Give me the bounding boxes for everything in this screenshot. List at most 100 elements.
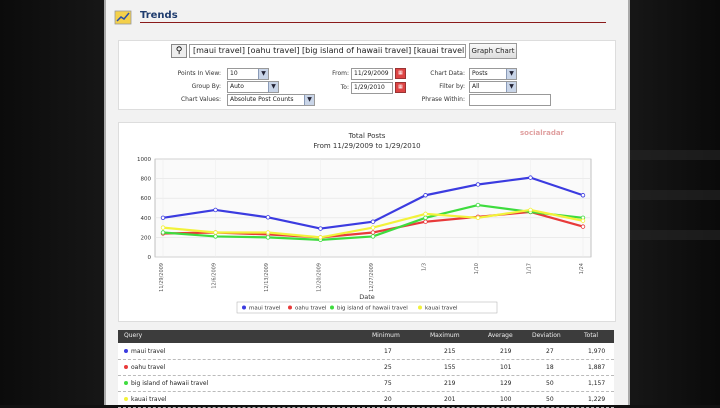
chart-title: Total Posts [348,132,386,140]
data-point [265,235,271,240]
data-point [160,225,166,230]
x-tick-label: 12/6/2009 [212,263,218,289]
x-tick-label: 11/29/2009 [159,263,165,292]
group-by-label: Group By: [191,83,221,90]
chart-controls: ⚲ [maui travel] [oahu travel] [big islan… [118,40,616,110]
table-row[interactable]: kauai travel 20 201 100 50 1,229 [118,391,614,408]
row-total: 1,887 [588,364,606,371]
row-avg: 101 [500,364,512,371]
row-avg: 219 [500,348,512,355]
page-title: Trends [140,10,178,21]
from-label: From: [332,70,349,77]
row-max: 155 [444,364,456,371]
filter-by-select[interactable]: All ▼ [469,81,517,93]
to-label: To: [340,84,349,91]
row-min: 75 [384,380,392,387]
data-point [475,182,481,187]
legend-swatch [418,305,422,310]
group-by-select[interactable]: Auto ▼ [227,81,279,93]
col-query: Query [124,332,143,339]
socialradar-logo: socialradar [520,129,565,137]
chevron-down-icon: ▼ [258,69,268,79]
row-min: 25 [384,364,392,371]
chart-values-select[interactable]: Absolute Post Counts ▼ [227,94,315,106]
data-point [370,225,376,230]
data-point [213,207,218,213]
x-tick-label: 12/27/2009 [369,263,375,292]
legend-swatch [242,305,246,310]
data-point [423,211,428,217]
filter-by-label: Filter by: [439,83,465,90]
query-input[interactable]: [maui travel] [oahu travel] [big island … [189,44,466,58]
y-tick-label: 600 [141,196,152,202]
to-date-input[interactable]: 1/29/2010 [351,82,393,94]
y-tick-label: 800 [141,177,152,183]
chevron-down-icon: ▼ [506,69,516,79]
legend-swatch [330,305,334,310]
background-stripe [620,150,720,160]
chevron-down-icon: ▼ [268,82,278,92]
legend-entry: oahu travel [295,306,327,312]
header-divider [140,22,606,23]
data-point [423,219,428,224]
row-max: 215 [444,348,456,355]
stats-table: Query Minimum Maximum Average Deviation … [118,330,614,408]
data-point [475,202,481,208]
graph-chart-button[interactable]: Graph Chart [469,43,517,59]
table-row[interactable]: oahu travel 25 155 101 18 1,887 [118,359,614,376]
legend-box [236,301,498,314]
row-dev: 50 [546,380,554,387]
chart-data-select[interactable]: Posts ▼ [469,68,517,80]
series-color-dot [124,397,128,401]
y-tick-label: 1000 [137,157,151,163]
page-header: Trends [106,0,628,28]
row-query[interactable]: kauai travel [131,396,167,403]
y-tick-label: 0 [148,255,152,261]
points-in-view-select[interactable]: 10 ▼ [227,68,269,80]
row-avg: 100 [500,396,512,403]
chevron-down-icon: ▼ [304,95,314,105]
phrase-within-label: Phrase Within: [421,96,465,103]
from-date-input[interactable]: 11/29/2009 [351,68,393,80]
background-stripe [620,190,720,200]
row-avg: 129 [500,380,512,387]
calendar-icon[interactable]: ▦ [395,82,406,93]
data-point [318,235,323,240]
data-point [423,215,428,220]
legend-entry: maui travel [249,306,281,312]
row-query[interactable]: oahu travel [131,364,166,371]
col-minimum: Minimum [372,332,400,339]
row-min: 17 [384,348,392,355]
points-in-view-label: Points In View: [177,70,221,77]
data-point [160,215,166,220]
col-average: Average [488,332,513,339]
row-total: 1,970 [588,348,606,355]
row-dev: 50 [546,396,554,403]
col-maximum: Maximum [430,332,460,339]
phrase-within-input[interactable] [469,94,551,106]
row-query[interactable]: big island of hawaii travel [131,380,209,387]
data-point [370,219,376,224]
calendar-icon[interactable]: ▦ [395,68,406,79]
chart-panel: Total Posts From 11/29/2009 to 1/29/2010 1… [118,122,616,322]
row-query[interactable]: maui travel [131,348,166,355]
search-icon[interactable]: ⚲ [171,44,187,58]
table-row[interactable]: big island of hawaii travel 75 219 129 5… [118,375,614,392]
series-color-dot [124,365,128,369]
table-row[interactable]: maui travel 17 215 219 27 1,970 [118,343,614,360]
data-point [580,218,586,223]
data-point [370,234,376,239]
trends-logo-icon [114,10,132,25]
chart-data-label: Chart Data: [430,70,465,77]
data-point [423,193,428,198]
data-point [265,215,271,220]
series-color-dot [124,349,128,353]
row-total: 1,229 [588,396,606,403]
line-chart: Total Posts From 11/29/2009 to 1/29/2010 1… [137,132,592,314]
chart-subtitle: From 11/29/2009 to 1/29/2010 [313,142,420,150]
data-point [318,226,323,231]
data-point [528,207,533,213]
data-point [213,230,218,235]
data-point [160,230,166,235]
table-header: Query Minimum Maximum Average Deviation … [118,330,614,343]
